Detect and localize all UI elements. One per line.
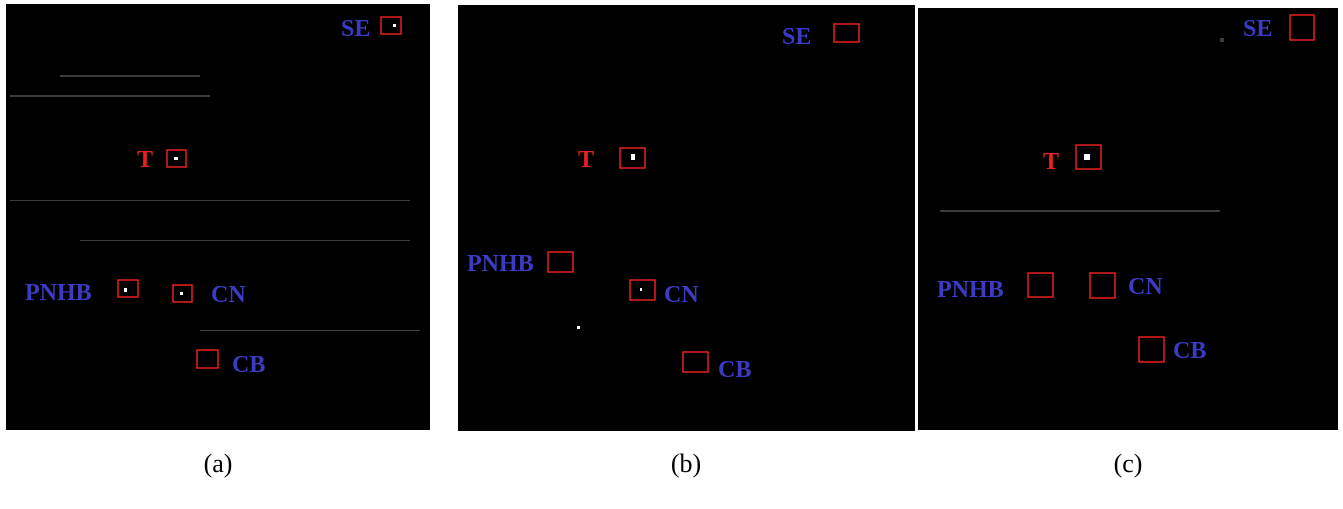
target-label: PNHB: [467, 251, 534, 277]
figure: SE T PNHB CN CB (a) SE T PNHB CN CB (b) SE T PNHB CN CB (…: [0, 0, 1343, 509]
panel-caption: (a): [204, 449, 233, 478]
panel-caption: (c): [1114, 449, 1143, 478]
target-label: CN: [1128, 274, 1163, 300]
target-label: PNHB: [937, 277, 1004, 303]
target-label: CB: [1173, 338, 1206, 364]
detection-map: [458, 5, 915, 431]
target-label: SE: [341, 16, 370, 42]
target-label: CN: [211, 282, 246, 308]
target-label: T: [137, 147, 153, 173]
target-label: SE: [782, 24, 811, 50]
target-label: PNHB: [25, 280, 92, 306]
detection-map: [918, 8, 1338, 430]
target-label: CB: [232, 352, 265, 378]
target-label: CB: [718, 357, 751, 383]
target-label: T: [578, 147, 594, 173]
target-label: CN: [664, 282, 699, 308]
panel-caption: (b): [671, 449, 701, 478]
target-label: SE: [1243, 16, 1272, 42]
target-label: T: [1043, 149, 1059, 175]
